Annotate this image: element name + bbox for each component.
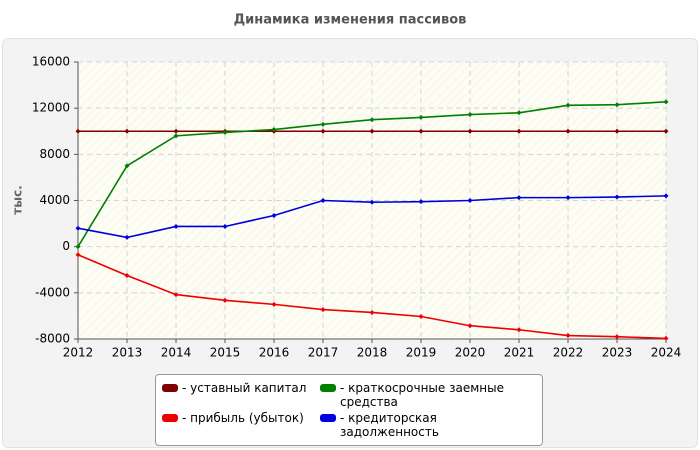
y-axis-label: тыс.: [11, 185, 25, 214]
point: [173, 133, 179, 139]
x-tick-label: 2014: [161, 346, 192, 360]
point: [565, 333, 571, 339]
x-tick-label: 2013: [112, 346, 143, 360]
point: [418, 114, 424, 120]
point: [565, 128, 571, 134]
point: [663, 128, 669, 134]
point: [173, 223, 179, 229]
point: [369, 117, 375, 123]
point: [222, 223, 228, 229]
point: [124, 128, 130, 134]
point: [663, 193, 669, 199]
point: [75, 252, 81, 258]
point: [516, 128, 522, 134]
x-tick-label: 2024: [651, 346, 682, 360]
legend-swatch: [162, 414, 178, 422]
legend-item: - прибыль (убыток): [162, 411, 320, 439]
point: [271, 213, 277, 219]
point: [565, 102, 571, 108]
y-tick-label: -4000: [35, 285, 70, 299]
legend-item: - краткосрочные заемные средства: [320, 381, 530, 409]
point: [467, 198, 473, 203]
legend-swatch: [320, 414, 336, 422]
point: [614, 102, 620, 108]
point: [124, 273, 130, 279]
legend-swatch: [320, 384, 336, 392]
point: [124, 234, 130, 240]
point: [75, 225, 81, 231]
point: [369, 128, 375, 134]
point: [271, 127, 277, 133]
legend-label: - краткосрочные заемные средства: [340, 381, 504, 409]
legend-label: - кредиторская задолженность: [340, 411, 439, 439]
x-tick-label: 2021: [504, 346, 535, 360]
point: [271, 301, 277, 307]
point: [418, 199, 424, 205]
chart-title: Динамика изменения пассивов: [234, 13, 467, 28]
y-tick-label: 16000: [32, 55, 70, 69]
point: [565, 195, 571, 201]
y-tick-label: 0: [62, 239, 70, 253]
point: [75, 128, 81, 134]
legend-item: - уставный капитал: [162, 381, 320, 409]
point: [467, 323, 473, 329]
y-tick-label: 8000: [39, 147, 70, 161]
point: [320, 307, 326, 313]
point: [516, 327, 522, 333]
x-tick-label: 2023: [602, 346, 633, 360]
point: [516, 110, 522, 116]
y-tick-label: -8000: [35, 332, 70, 346]
point: [320, 128, 326, 134]
legend-label: - уставный капитал: [182, 381, 307, 395]
point: [418, 313, 424, 319]
point: [320, 198, 326, 203]
point: [663, 99, 669, 105]
point: [467, 128, 473, 134]
x-tick-label: 2019: [406, 346, 437, 360]
point: [614, 128, 620, 134]
legend-item: - кредиторская задолженность: [320, 411, 530, 439]
y-tick-label: 4000: [39, 193, 70, 207]
legend-label: - прибыль (убыток): [182, 411, 304, 425]
point: [614, 334, 620, 340]
point: [173, 128, 179, 134]
point: [369, 199, 375, 205]
point: [516, 195, 522, 201]
x-tick-label: 2022: [553, 346, 584, 360]
point: [663, 335, 669, 341]
point: [467, 112, 473, 118]
x-tick-label: 2020: [455, 346, 486, 360]
point: [124, 163, 130, 169]
x-tick-label: 2018: [357, 346, 388, 360]
point: [418, 128, 424, 134]
x-tick-label: 2017: [308, 346, 339, 360]
point: [75, 244, 81, 250]
x-tick-label: 2015: [210, 346, 241, 360]
point: [222, 297, 228, 303]
legend-swatch: [162, 384, 178, 392]
point: [614, 194, 620, 200]
y-tick-label: 12000: [32, 101, 70, 115]
x-tick-label: 2016: [259, 346, 290, 360]
point: [173, 292, 179, 298]
x-tick-label: 2012: [63, 346, 94, 360]
point: [369, 309, 375, 315]
legend: - уставный капитал - прибыль (убыток) - кр…: [155, 374, 543, 446]
point: [320, 121, 326, 127]
point: [222, 129, 228, 135]
